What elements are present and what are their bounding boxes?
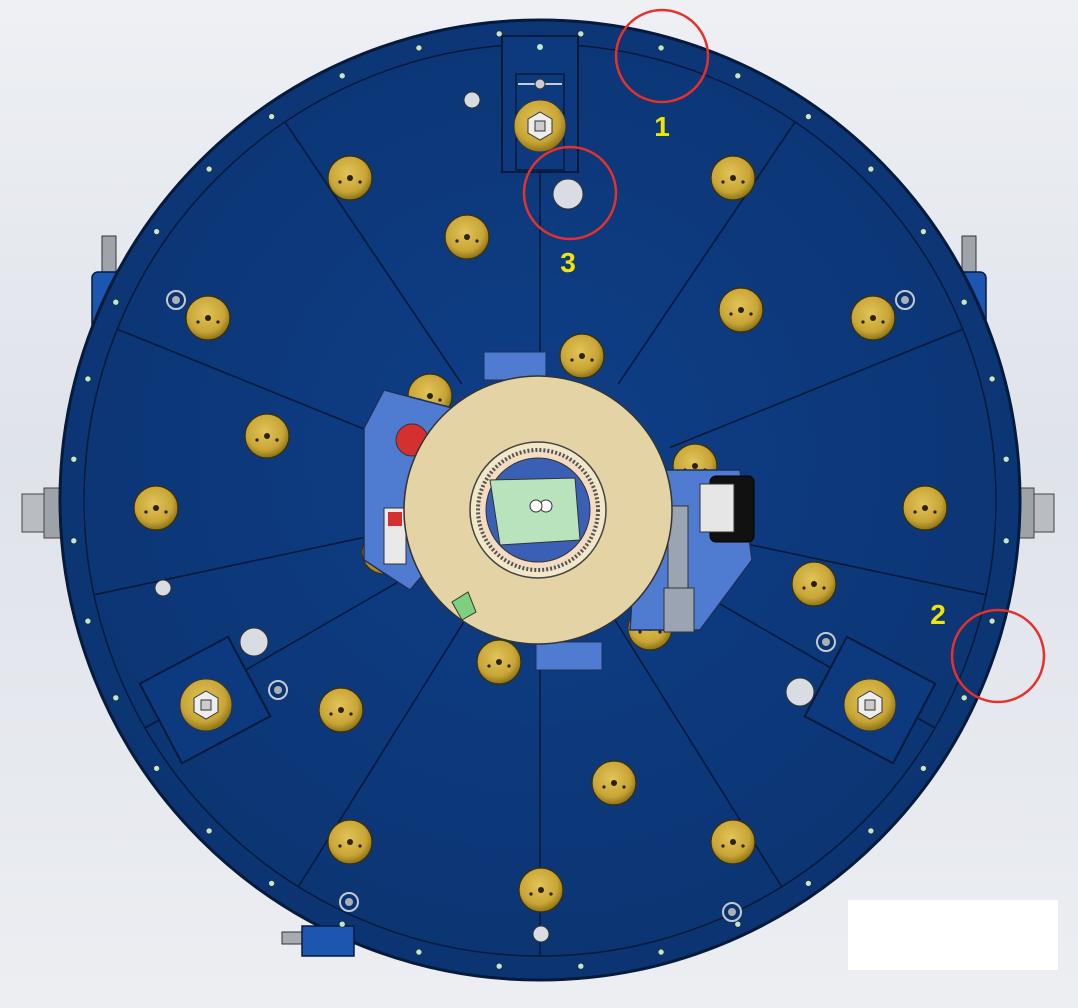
rim-dot [205,165,213,173]
rim-dot [112,298,120,306]
leveling-pad [327,155,373,201]
rim-dot [84,617,92,625]
rim-dot [867,165,875,173]
rim-dot [657,948,665,956]
rim-dot [988,375,996,383]
rim-dot [495,962,503,970]
callouts: 1 2 3 [522,8,1046,704]
leveling-pad [444,214,490,260]
leveling-pad [244,413,290,459]
rim-dot [805,113,812,120]
rim-dot [112,694,120,702]
callout-label-1: 1 [654,111,670,142]
callout-label-2: 2 [930,599,946,630]
radial-line [669,328,964,449]
rim-dot [1002,537,1010,545]
mounting-holes [70,30,1010,970]
gray-holes [154,91,815,943]
leveling-pad [327,819,373,865]
radial-line [617,121,796,385]
hex-fitting-left [179,678,233,732]
leveling-pad [710,155,756,201]
rim-dot [988,617,996,625]
rim-dot [338,920,346,928]
rim-dot [153,765,160,772]
bottom-clamp [281,925,355,957]
rim-dot [495,30,503,38]
rim-dot [84,375,92,383]
rim-dot [268,113,275,120]
bolt-hole [268,680,288,700]
leveling-pad [791,561,837,607]
leveling-pad [718,287,764,333]
right-handle [663,475,755,633]
callout-circle-2 [950,608,1046,704]
bolt-hole [722,902,742,922]
rim-dot [1002,455,1010,463]
rim-dot [867,827,875,835]
leveling-pad [318,687,364,733]
hex-fitting-top [513,99,567,153]
rim-dot [153,228,160,235]
bolt-hole [339,892,359,912]
rim-dot [657,44,665,52]
rim-dot [205,827,213,835]
callout-circle-3 [522,145,618,241]
callout-circle-1 [614,8,710,104]
blank-patch [848,900,1058,970]
leveling-pad [559,333,605,379]
hex-fitting-right [843,678,897,732]
rim-dot [415,948,423,956]
leveling-pad [591,760,637,806]
rim-dot [960,298,968,306]
leveling-pad [518,867,564,913]
leveling-pad [850,295,896,341]
bolt-hole [816,632,836,652]
rim-dot [577,30,585,38]
rim-dot [734,920,742,928]
rim-dot [70,537,78,545]
rim-dot [920,228,927,235]
callout-label-3: 3 [560,247,576,278]
bolt-hole [895,290,915,310]
rim-dot [805,880,812,887]
leveling-pad [902,485,948,531]
leveling-pad [476,639,522,685]
leveling-pad [710,819,756,865]
rim-dot [577,962,585,970]
radial-line [284,121,463,385]
rim-dot [268,880,275,887]
radial-line [116,328,411,449]
rim-dot [70,455,78,463]
rim-dot [415,44,423,52]
rim-dot [920,765,927,772]
green-tab [451,591,477,621]
rim-dot [960,694,968,702]
leveling-pad [185,295,231,341]
radial-line [297,618,467,888]
radial-line [93,528,404,596]
rim-dot [338,72,346,80]
bolt-hole [166,290,186,310]
rim-dot [734,72,742,80]
leveling-pad [133,485,179,531]
